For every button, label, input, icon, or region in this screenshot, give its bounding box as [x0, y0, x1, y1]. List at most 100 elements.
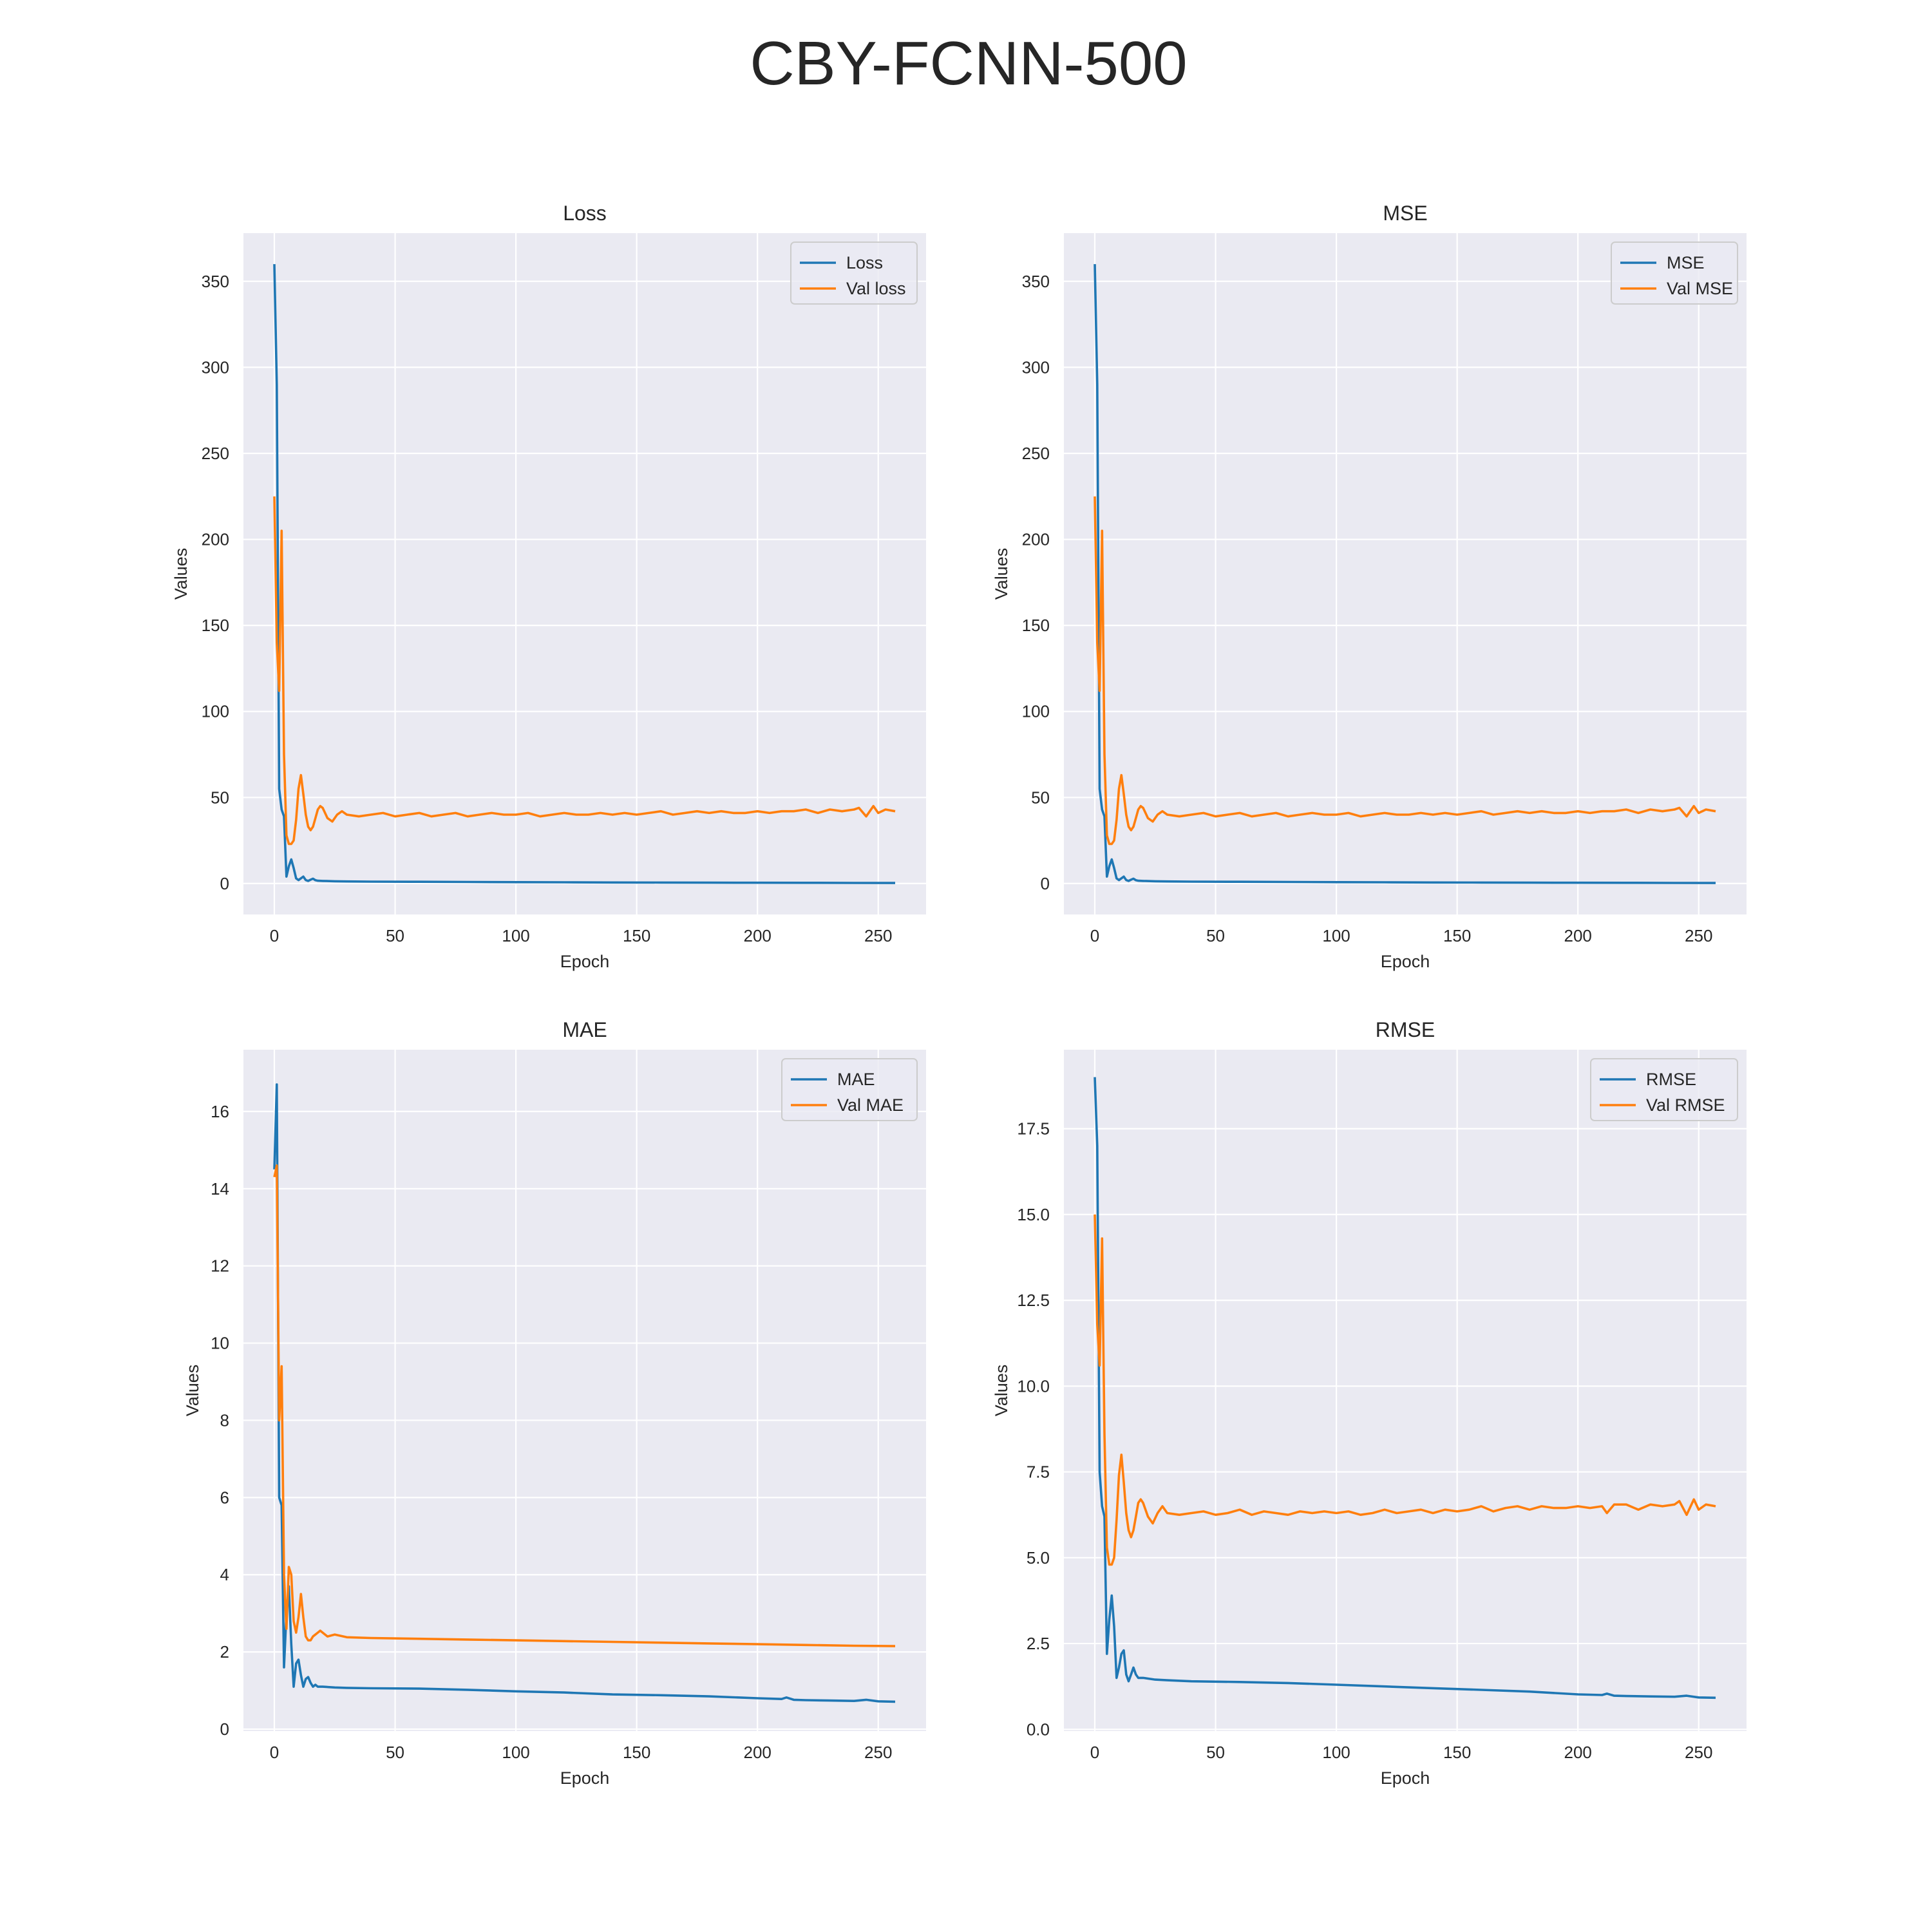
y-tick-label: 0 [1041, 874, 1050, 893]
subplot-title: RMSE [1376, 1018, 1435, 1041]
y-tick-label: 2.5 [1027, 1634, 1050, 1653]
x-axis-label: Epoch [560, 952, 610, 971]
series-line-val-rmse [1094, 1214, 1716, 1566]
y-tick-label: 50 [1031, 788, 1050, 807]
subplot-title: MAE [562, 1018, 607, 1041]
y-tick-label: 12.5 [1017, 1291, 1050, 1310]
y-axis-label: Values [992, 1365, 1011, 1417]
x-tick-label: 50 [1206, 1743, 1225, 1762]
y-tick-label: 12 [211, 1256, 229, 1276]
subplot-title: MSE [1383, 202, 1427, 225]
subplot-grid: 0 50 100 150 200 250050100150200250300350Loss… [171, 202, 1747, 1788]
x-tick-label: 250 [864, 1743, 892, 1762]
y-tick-label: 350 [1022, 272, 1050, 291]
x-tick-label: 0 [270, 926, 279, 945]
y-tick-label: 100 [1022, 702, 1050, 721]
legend: MAE Val MAE [781, 1058, 918, 1121]
y-tick-label: 0 [220, 874, 229, 893]
x-tick-label: 0 [1090, 926, 1099, 945]
y-tick-label: 6 [220, 1488, 229, 1507]
y-tick-label: 8 [220, 1410, 229, 1430]
y-tick-label: 5.0 [1027, 1548, 1050, 1567]
legend: RMSE Val RMSE [1590, 1058, 1738, 1121]
y-tick-label: 100 [202, 702, 229, 721]
legend: MSE Val MSE [1611, 242, 1738, 305]
y-axis-label: Values [183, 1365, 202, 1417]
plot-area [1064, 233, 1747, 914]
x-tick-label: 100 [502, 1743, 529, 1762]
subplot-rmse: 0 50 100 150 200 250 0.0 2.5 5.0 7.5 10.0 12.5 15.0 1… [992, 1018, 1747, 1788]
y-tick-label: 2 [220, 1642, 229, 1662]
y-tick-label: 7.5 [1027, 1463, 1050, 1482]
y-tick-label: 15.0 [1017, 1205, 1050, 1224]
y-tick-label: 250 [1022, 444, 1050, 463]
legend-label: Val MAE [837, 1095, 904, 1115]
y-tick-label: 10.0 [1017, 1376, 1050, 1396]
legend-label: MSE [1667, 253, 1705, 272]
x-tick-label: 150 [1443, 926, 1471, 945]
plot-area [1064, 1050, 1747, 1731]
x-tick-label: 100 [502, 926, 529, 945]
subplot-loss: 0 50 100 150 200 250 0 50 100 150 200 250 300 350 Loss… [171, 202, 926, 971]
y-axis-label: Values [171, 548, 191, 600]
legend-label: Val loss [846, 279, 906, 298]
subplot-mae: 0 50 100 150 200 250 0 2 4 6 8 10 12 14 16 MAE Epoch Valu… [183, 1018, 926, 1788]
y-tick-label: 17.5 [1017, 1119, 1050, 1139]
series-line-mae [273, 1083, 896, 1703]
y-tick-label: 0 [220, 1719, 229, 1739]
x-tick-label: 0 [1090, 1743, 1099, 1762]
y-tick-label: 200 [202, 530, 229, 549]
x-tick-label: 150 [1443, 1743, 1471, 1762]
subplot-title: Loss [563, 202, 607, 225]
legend-label: Loss [846, 253, 883, 272]
series-line-loss [273, 264, 896, 884]
x-tick-label: 100 [1322, 926, 1350, 945]
x-axis-label: Epoch [560, 1768, 610, 1788]
y-tick-label: 0.0 [1027, 1719, 1050, 1739]
series-line-val-mse [1094, 496, 1716, 846]
x-axis-label: Epoch [1381, 952, 1430, 971]
y-tick-label: 150 [1022, 616, 1050, 635]
legend: Loss Val loss [790, 242, 918, 305]
y-tick-label: 350 [202, 272, 229, 291]
x-tick-label: 100 [1322, 1743, 1350, 1762]
y-tick-label: 250 [202, 444, 229, 463]
legend-label: Val RMSE [1646, 1095, 1725, 1115]
x-tick-label: 150 [623, 1743, 650, 1762]
x-tick-label: 50 [386, 926, 404, 945]
x-tick-label: 200 [1564, 1743, 1591, 1762]
subplot-mse: 0 50 100 150 200 250 0 50 100 150 200 250 300 350 MSE E… [992, 202, 1747, 971]
x-tick-label: 200 [743, 1743, 771, 1762]
x-tick-label: 200 [1564, 926, 1591, 945]
x-tick-label: 150 [623, 926, 650, 945]
y-tick-label: 150 [202, 616, 229, 635]
y-tick-label: 300 [202, 357, 229, 377]
plot-area [243, 233, 926, 914]
plot-area [243, 1050, 926, 1731]
x-tick-label: 250 [1685, 926, 1712, 945]
x-tick-label: 250 [864, 926, 892, 945]
x-axis-label: Epoch [1381, 1768, 1430, 1788]
legend-label: RMSE [1646, 1070, 1696, 1089]
series-line-rmse [1094, 1077, 1716, 1700]
legend-label: MAE [837, 1070, 875, 1089]
series-line-val-mae [273, 1164, 896, 1647]
x-tick-label: 50 [1206, 926, 1225, 945]
x-tick-label: 250 [1685, 1743, 1712, 1762]
x-tick-label: 200 [743, 926, 771, 945]
y-tick-label: 10 [211, 1334, 229, 1353]
y-tick-label: 16 [211, 1102, 229, 1121]
figure-title: CBY-FCNN-500 [750, 29, 1187, 98]
y-tick-label: 14 [211, 1179, 229, 1198]
y-tick-label: 50 [211, 788, 229, 807]
y-tick-label: 4 [220, 1565, 229, 1584]
legend-label: Val MSE [1667, 279, 1733, 298]
y-tick-label: 200 [1022, 530, 1050, 549]
y-axis-label: Values [992, 548, 1011, 600]
series-line-mse [1094, 264, 1716, 884]
series-line-val-loss [273, 496, 896, 846]
x-tick-label: 50 [386, 1743, 404, 1762]
x-tick-label: 0 [270, 1743, 279, 1762]
y-tick-label: 300 [1022, 357, 1050, 377]
